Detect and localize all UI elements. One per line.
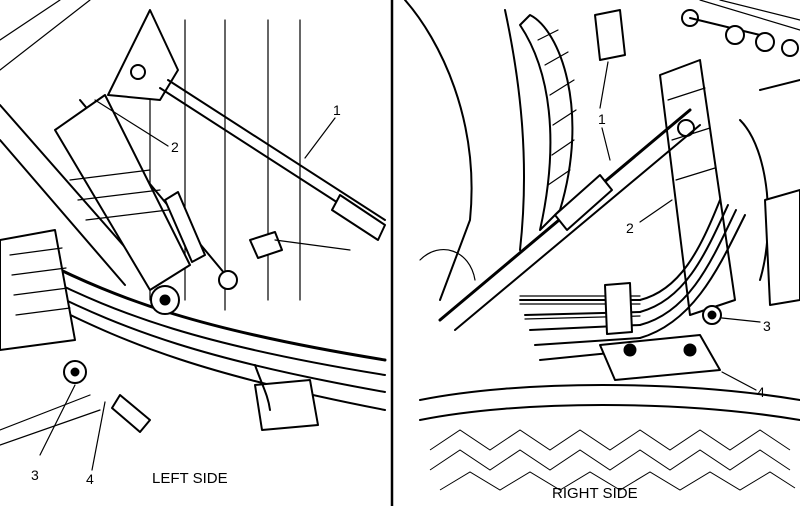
right-callout-4: 4 <box>757 384 765 400</box>
left-side-panel <box>0 0 387 471</box>
right-side-caption: RIGHT SIDE <box>552 485 638 502</box>
right-callout-2: 2 <box>626 220 634 236</box>
right-callout-3: 3 <box>763 318 771 334</box>
left-callout-3: 3 <box>31 467 39 483</box>
right-side-panel <box>404 0 800 491</box>
left-callout-4: 4 <box>86 471 94 487</box>
right-callout-1: 1 <box>598 111 606 127</box>
left-side-caption: LEFT SIDE <box>152 470 228 487</box>
left-callout-1: 1 <box>333 102 341 118</box>
left-callout-2: 2 <box>171 139 179 155</box>
